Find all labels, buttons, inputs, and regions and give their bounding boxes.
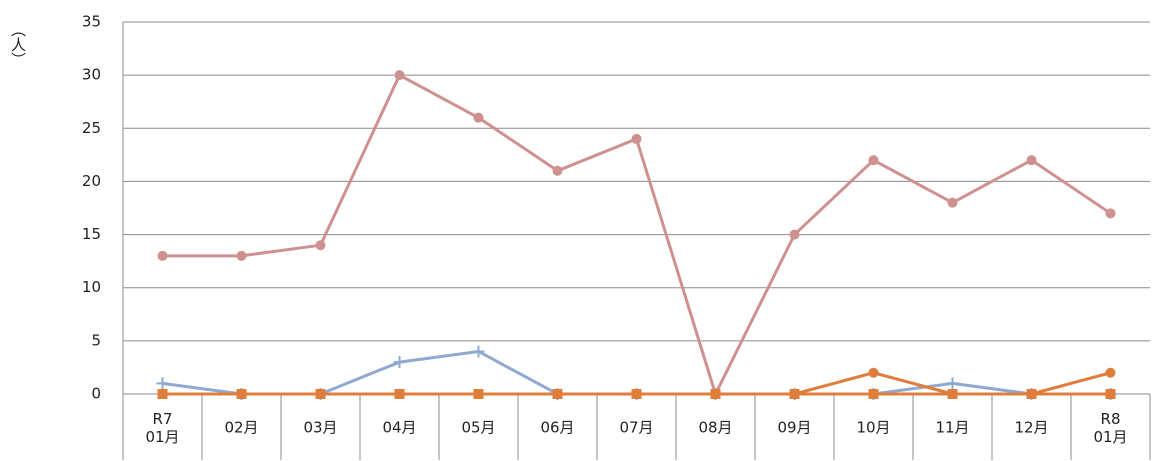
point [473,389,484,399]
point [1105,208,1116,219]
point [868,389,879,399]
point [1105,389,1116,399]
x-tick-label: 04月 [382,419,416,437]
point [789,389,800,399]
point [393,356,406,369]
x-tick-label: 03月 [303,419,337,437]
x-tick-label: 06月 [540,419,574,437]
point [947,197,958,208]
point [473,112,484,123]
point [315,240,326,251]
point [1105,367,1116,378]
point [394,70,405,81]
y-tick-label: 30 [82,66,101,84]
point [868,367,879,378]
x-tick-label: R7 01月 [145,410,179,446]
x-tick-label: R8 01月 [1093,410,1127,446]
point [394,389,405,399]
point [315,389,326,399]
point [868,155,879,166]
x-tick-label: 07月 [619,419,653,437]
x-tick-label: 05月 [461,419,495,437]
y-tick-label: 0 [91,385,101,403]
point [157,250,168,261]
point [157,389,168,399]
series-line [162,349,1111,396]
point [156,377,169,390]
point [710,389,721,399]
point [236,250,247,261]
x-tick-label: 11月 [935,419,969,437]
y-tick-label: 35 [82,13,101,31]
point [947,389,958,399]
y-tick-label: 15 [82,225,101,243]
x-tick-label: 10月 [856,419,890,437]
x-tick-label: 09月 [777,419,811,437]
point [1026,155,1037,166]
y-axis-label: （人） [9,22,27,67]
x-tick-label: 02月 [224,419,258,437]
y-tick-label: 20 [82,172,101,190]
point [631,389,642,399]
point [946,377,959,390]
point [552,389,563,399]
y-tick-label: 10 [82,278,101,296]
x-tick-label: 08月 [698,419,732,437]
point [631,133,642,144]
point [236,389,247,399]
point [1026,389,1037,399]
point [472,345,485,358]
y-tick-label: 5 [91,331,101,349]
point [789,229,800,240]
y-tick-label: 25 [82,119,101,137]
point [552,165,563,176]
x-tick-label: 12月 [1014,419,1048,437]
